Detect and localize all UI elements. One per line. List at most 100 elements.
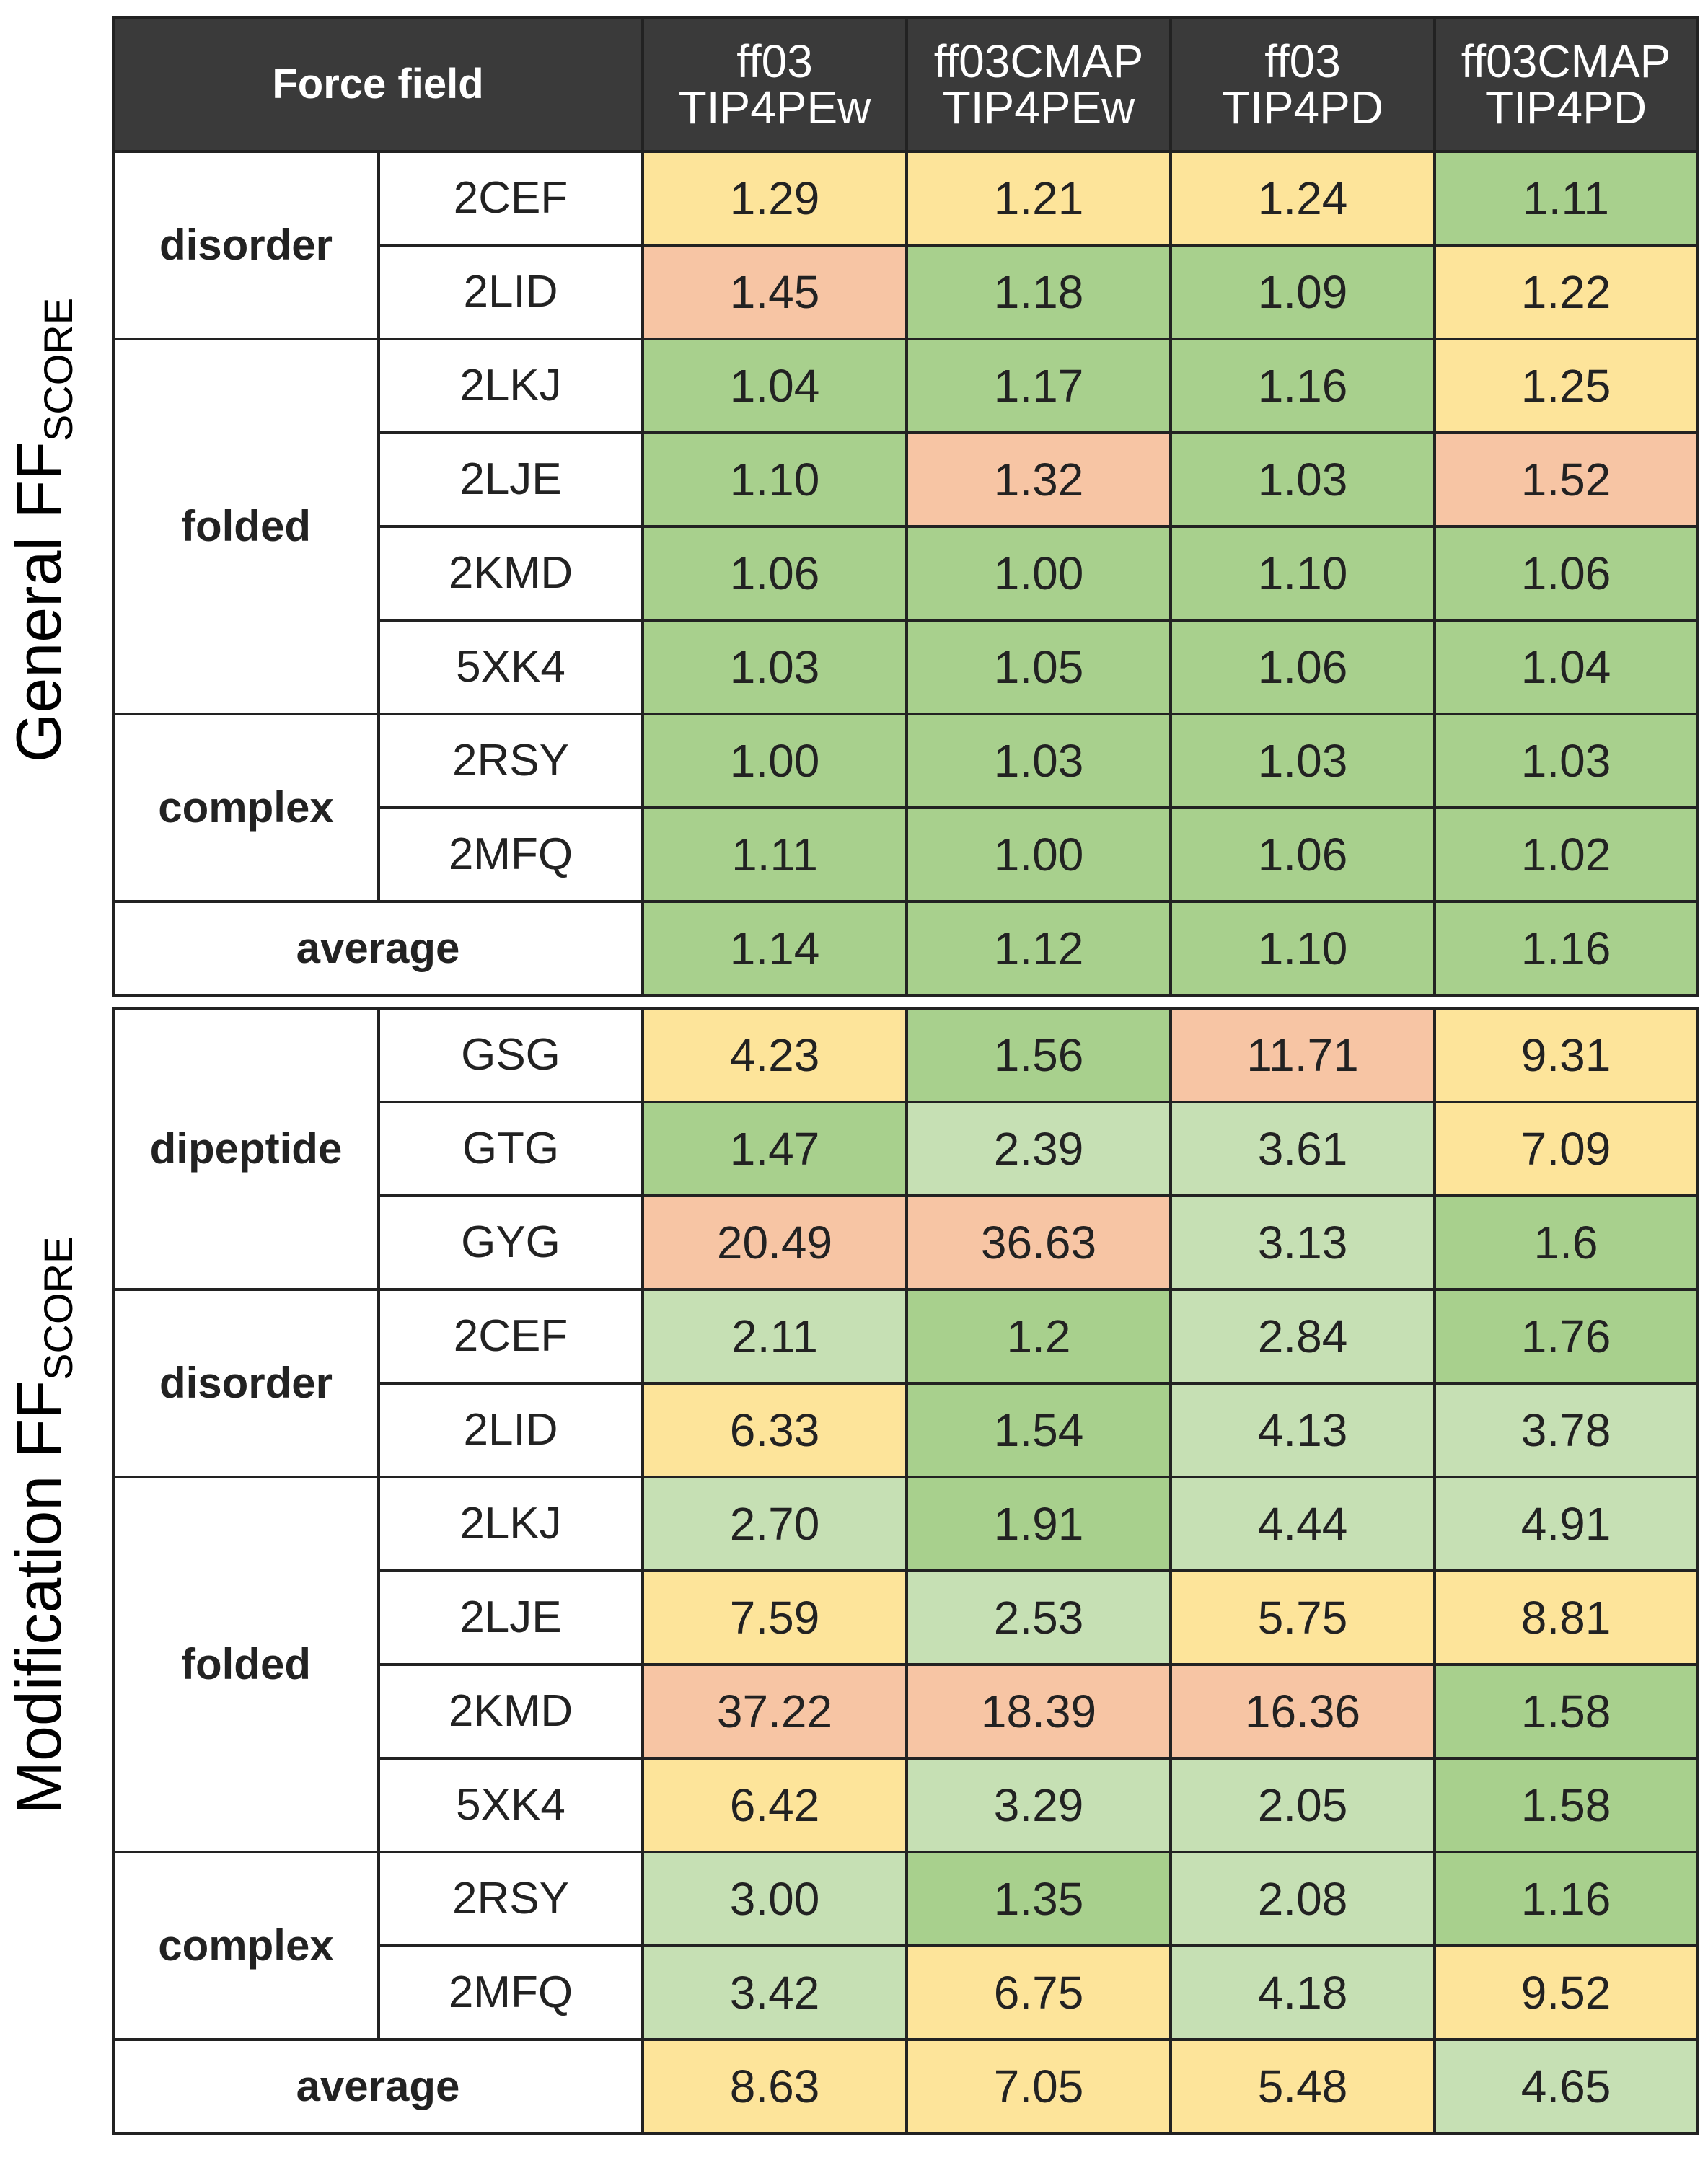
category-label: disorder [112,1288,380,1478]
column-header: ff03CMAP TIP4PD [1433,16,1699,153]
average-cell: 7.05 [905,2038,1172,2135]
protein-id: 2CEF [377,150,645,247]
score-cell: 1.21 [905,150,1173,247]
protein-id: 5XK4 [377,1757,644,1853]
category-label: folded [112,1476,380,1853]
score-cell: 1.52 [1433,431,1699,528]
average-row: average 8.63 7.05 5.48 4.65 [112,2038,1699,2135]
score-cell: 1.00 [905,525,1173,622]
header-row: Force field ff03 TIP4PEw ff03CMAP TIP4PEw … [111,16,1699,153]
score-cell: 1.24 [1169,150,1437,247]
score-cell: 11.71 [1169,1007,1436,1103]
score-cell: 2.11 [641,1288,908,1385]
table-row: 2LID 1.45 1.18 1.09 1.22 [113,244,1699,340]
column-header: ff03 TIP4PEw [641,16,909,153]
score-cell: 3.61 [1169,1101,1436,1197]
score-cell: 1.11 [641,806,909,903]
score-cell: 4.23 [641,1007,908,1103]
protein-id: 2KMD [377,1663,644,1760]
score-cell: 1.06 [1169,806,1437,903]
score-cell: 1.06 [641,525,909,622]
score-cell: 1.05 [905,619,1173,715]
score-cell: 1.03 [1433,713,1699,809]
average-label: average [112,2038,644,2135]
table-row: GTG 1.47 2.39 3.61 7.09 [113,1101,1699,1197]
score-cell: 3.78 [1433,1382,1699,1478]
score-cell: 1.58 [1433,1663,1699,1760]
score-cell: 2.53 [905,1569,1172,1666]
score-cell: 8.81 [1433,1569,1699,1666]
protein-id: 2RSY [377,1851,644,1947]
table-row: disorder 2CEF 2.11 1.2 2.84 1.76 [112,1288,1699,1478]
score-cell: 1.2 [905,1288,1172,1385]
score-cell: 5.75 [1169,1569,1436,1666]
category-label: disorder [112,150,380,340]
score-cell: 1.03 [1169,431,1437,528]
category-label: folded [112,338,380,715]
table-row: 2LID 6.33 1.54 4.13 3.78 [113,1382,1699,1478]
protein-id: 2MFQ [377,1944,644,2041]
modification-ffscore-table: dipeptide GSG 4.23 1.56 11.71 9.31 GTG 1.47 2.39… [112,1007,1699,2135]
score-cell: 1.03 [905,713,1173,809]
score-cell: 4.13 [1169,1382,1436,1478]
score-cell: 1.18 [905,244,1173,340]
score-cell: 1.58 [1433,1757,1699,1853]
score-cell: 3.29 [905,1757,1172,1853]
score-cell: 1.25 [1433,338,1699,434]
score-cell: 2.84 [1169,1288,1436,1385]
score-cell: 1.03 [641,619,909,715]
score-cell: 9.52 [1433,1944,1699,2041]
score-cell: 1.91 [905,1476,1172,1572]
score-cell: 1.47 [641,1101,908,1197]
table-row: 2KMD 37.22 18.39 16.36 1.58 [113,1663,1699,1760]
average-cell: 8.63 [641,2038,908,2135]
table-row: 5XK4 6.42 3.29 2.05 1.58 [113,1757,1699,1853]
score-cell: 16.36 [1169,1663,1436,1760]
category-label: complex [112,1851,380,2041]
protein-id: 2RSY [377,713,645,809]
score-cell: 3.42 [641,1944,908,2041]
table-row: 2KMD 1.06 1.00 1.10 1.06 [113,525,1699,622]
protein-id: GTG [377,1101,644,1197]
score-cell: 1.29 [641,150,909,247]
protein-id: 2LKJ [377,1476,644,1572]
score-cell: 1.04 [1433,619,1699,715]
average-cell: 1.10 [1169,900,1437,997]
category-label: complex [112,713,380,903]
protein-id: 2CEF [377,1288,644,1385]
score-cell: 36.63 [905,1194,1172,1291]
table-row: dipeptide GSG 4.23 1.56 11.71 9.31 [112,1007,1699,1291]
average-label: average [111,900,645,997]
score-cell: 6.33 [641,1382,908,1478]
table-row: 5XK4 1.03 1.05 1.06 1.04 [113,619,1699,715]
score-cell: 1.10 [1169,525,1437,622]
score-cell: 1.16 [1433,1851,1699,1947]
table-row: 2LJE 1.10 1.32 1.03 1.52 [113,431,1699,528]
score-cell: 1.35 [905,1851,1172,1947]
score-cell: 18.39 [905,1663,1172,1760]
protein-id: GSG [377,1007,644,1103]
score-cell: 1.03 [1169,713,1437,809]
table-row: 2MFQ 3.42 6.75 4.18 9.52 [113,1944,1699,2041]
score-cell: 4.91 [1433,1476,1699,1572]
score-cell: 37.22 [641,1663,908,1760]
general-ffscore-table: Force field ff03 TIP4PEw ff03CMAP TIP4PEw … [111,16,1699,997]
average-row: average 1.14 1.12 1.10 1.16 [111,900,1699,997]
score-cell: 9.31 [1433,1007,1699,1103]
score-cell: 1.16 [1169,338,1437,434]
column-header: ff03CMAP TIP4PEw [905,16,1173,153]
protein-id: GYG [377,1194,644,1291]
score-cell: 1.06 [1169,619,1437,715]
score-cell: 7.59 [641,1569,908,1666]
protein-id: 2LJE [377,431,645,528]
score-cell: 1.00 [905,806,1173,903]
modification-ffscore-axis-label: Modification FFSCORE [3,1236,81,1815]
score-cell: 1.56 [905,1007,1172,1103]
table-row: folded 2LKJ 2.70 1.91 4.44 4.91 [112,1476,1699,1853]
score-cell: 1.17 [905,338,1173,434]
protein-id: 2MFQ [377,806,645,903]
score-cell: 1.02 [1433,806,1699,903]
score-cell: 1.00 [641,713,909,809]
table-row: folded 2LKJ 1.04 1.17 1.16 1.25 [112,338,1699,715]
